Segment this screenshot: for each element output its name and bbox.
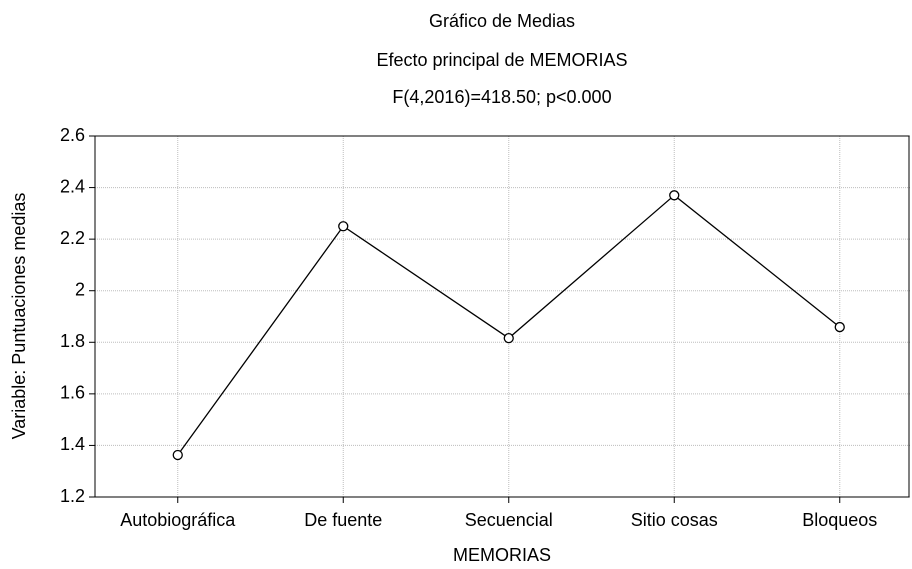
y-tick-label: 1.8 <box>60 331 85 351</box>
x-tick-label: Autobiográfica <box>120 510 236 530</box>
annotation: F(4,2016)=418.50; p<0.000 <box>392 87 611 107</box>
y-axis-label: Variable: Puntuaciones medias <box>9 193 29 440</box>
data-point <box>172 449 183 461</box>
x-tick-label: Secuencial <box>465 510 553 530</box>
data-point <box>669 190 680 201</box>
x-axis-label: MEMORIAS <box>453 545 551 565</box>
y-tick-label: 1.4 <box>60 434 85 454</box>
y-tick-label: 2.6 <box>60 125 85 145</box>
x-tick-label: Bloqueos <box>802 510 877 530</box>
plot-frame <box>94 135 910 498</box>
chart-subtitle: Efecto principal de MEMORIAS <box>376 50 627 70</box>
y-tick-label: 2.2 <box>60 228 85 248</box>
y-tick-label: 2 <box>75 279 85 299</box>
y-tick-label: 1.6 <box>60 383 85 403</box>
data-point <box>834 321 845 333</box>
y-tick-label: 2.4 <box>60 176 85 196</box>
x-tick-label: De fuente <box>304 510 382 530</box>
data-point <box>503 333 514 344</box>
chart-title: Gráfico de Medias <box>429 11 575 31</box>
x-tick-label: Sitio cosas <box>631 510 718 530</box>
data-point <box>338 221 349 232</box>
y-tick-label: 1.2 <box>60 486 85 506</box>
